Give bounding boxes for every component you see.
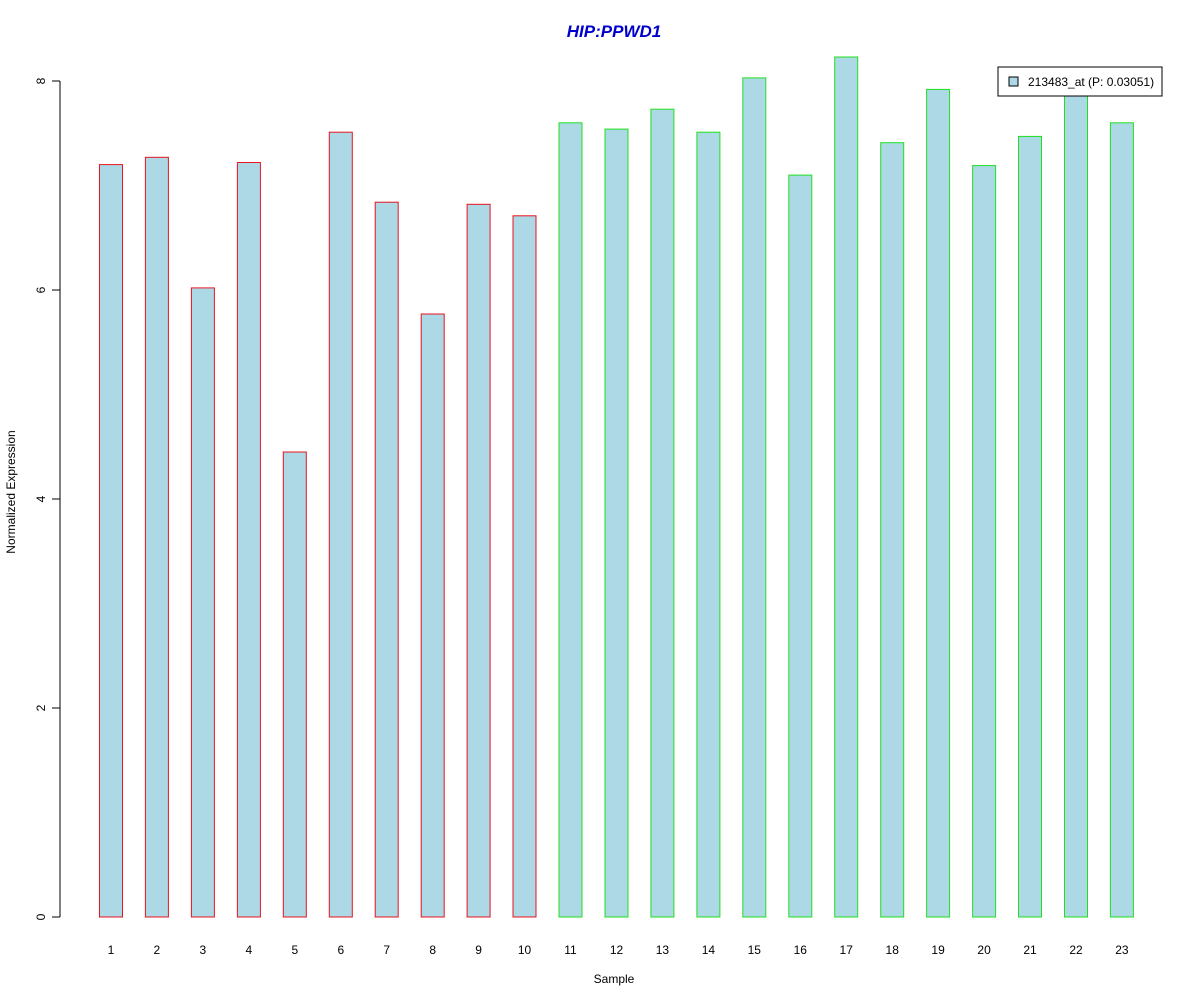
x-tick-labels: 1 2 3 4 5 6 7 8 9 10 11 12 13 14 15 16 17 18 19 20 21 22 23	[108, 943, 1129, 957]
x-tick-label: 21	[1023, 943, 1037, 957]
x-tick-label: 6	[337, 943, 344, 957]
bar-sample-20	[972, 165, 997, 918]
x-tick-label: 16	[794, 943, 808, 957]
y-tick-label: 6	[34, 286, 48, 293]
legend-box	[997, 66, 1163, 97]
bar-sample-6	[328, 131, 353, 918]
x-tick-label: 8	[429, 943, 436, 957]
bar-sample-16	[788, 174, 813, 918]
x-tick-label: 4	[246, 943, 253, 957]
bar-sample-15	[742, 77, 767, 918]
bar-sample-14	[696, 131, 721, 918]
y-tick-label: 0	[34, 913, 48, 920]
x-tick-label: 1	[108, 943, 115, 957]
legend: 213483_at (P: 0.03051)	[997, 66, 1163, 97]
bar-sample-5	[282, 451, 307, 918]
bar-sample-10	[512, 215, 537, 918]
x-tick-label: 13	[656, 943, 670, 957]
y-tick-label: 2	[34, 704, 48, 711]
x-tick-label: 12	[610, 943, 624, 957]
bar-sample-21	[1018, 135, 1042, 918]
legend-swatch	[1008, 76, 1019, 87]
y-tick-label: 8	[34, 77, 48, 84]
x-tick-label: 14	[702, 943, 716, 957]
bar-sample-12	[604, 128, 629, 918]
bar-sample-19	[926, 88, 951, 918]
bar-sample-3	[190, 287, 215, 918]
bar-series	[99, 56, 1134, 918]
x-tick-label: 11	[564, 943, 577, 957]
x-tick-label: 23	[1115, 943, 1129, 957]
bar-sample-17	[834, 56, 859, 918]
x-tick-label: 2	[154, 943, 161, 957]
y-tick-label: 4	[34, 495, 48, 502]
chart-title: HIP:PPWD1	[567, 22, 661, 41]
x-tick-label: 20	[977, 943, 991, 957]
bar-sample-8	[420, 313, 445, 918]
x-tick-label: 19	[931, 943, 945, 957]
bar-sample-7	[374, 201, 399, 918]
x-tick-label: 10	[518, 943, 532, 957]
bar-sample-2	[144, 156, 169, 918]
bar-sample-23	[1109, 122, 1134, 918]
x-tick-label: 7	[383, 943, 390, 957]
x-tick-label: 17	[840, 943, 854, 957]
x-tick-label: 9	[475, 943, 482, 957]
legend-label: 213483_at (P: 0.03051)	[1028, 75, 1154, 89]
x-tick-label: 15	[748, 943, 762, 957]
bar-sample-18	[880, 142, 905, 918]
bar-sample-13	[650, 108, 675, 918]
bar-sample-1	[99, 164, 123, 918]
bar-sample-9	[466, 203, 491, 918]
bar-sample-4	[236, 162, 261, 918]
bar-sample-22	[1064, 92, 1088, 918]
y-axis-title: Normalized Expression	[4, 430, 18, 553]
x-axis-title: Sample	[594, 972, 635, 986]
x-tick-label: 22	[1069, 943, 1083, 957]
y-axis: 0 2 4 6 8	[34, 77, 61, 920]
x-tick-label: 18	[886, 943, 900, 957]
bar-sample-11	[558, 122, 583, 918]
x-tick-label: 5	[291, 943, 298, 957]
x-tick-label: 3	[200, 943, 207, 957]
